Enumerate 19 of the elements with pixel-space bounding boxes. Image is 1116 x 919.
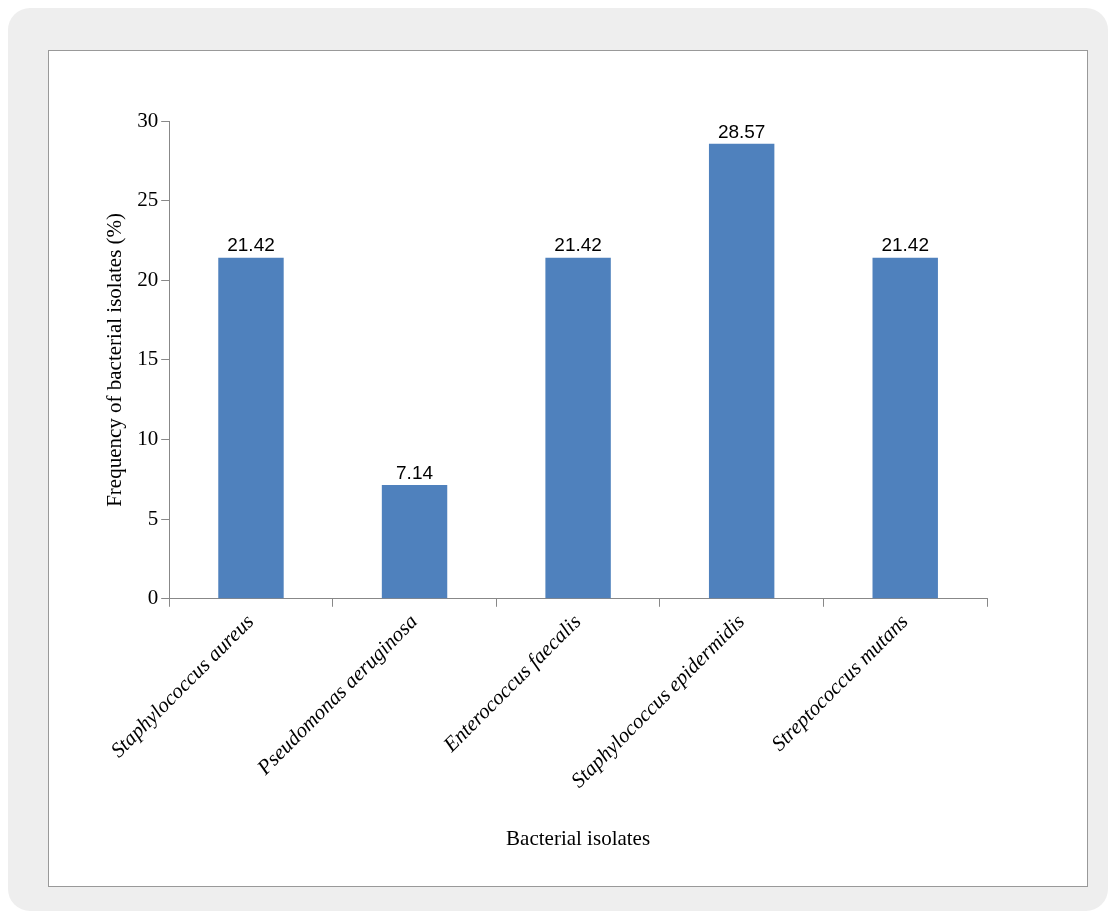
bar (381, 485, 448, 599)
y-tick-label: 15 (137, 346, 159, 371)
y-tick-label: 0 (147, 585, 159, 610)
data-label: 7.14 (396, 461, 434, 483)
x-axis-title: Bacterial isolates (506, 825, 651, 850)
y-tick-label: 5 (147, 505, 159, 530)
y-tick-label: 30 (137, 107, 159, 132)
y-axis-title: Frequency of bacterial isolates (%) (102, 212, 127, 507)
y-tick-label: 10 (137, 426, 159, 451)
bar (545, 257, 611, 599)
bar (872, 257, 938, 599)
data-label: 21.42 (554, 234, 602, 256)
y-tick-label: 25 (137, 187, 159, 212)
y-tick-label: 20 (137, 266, 159, 291)
data-label: 21.42 (881, 234, 929, 256)
bar (218, 257, 284, 599)
bar (708, 143, 775, 599)
data-label: 28.57 (717, 120, 766, 142)
data-label: 21.42 (227, 234, 275, 256)
